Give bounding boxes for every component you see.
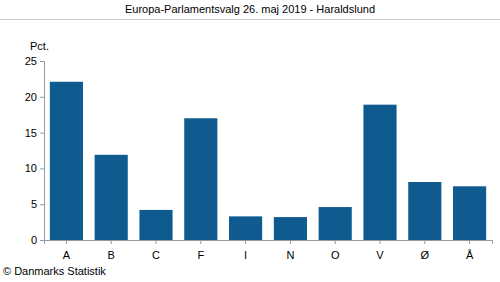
y-tick-mark xyxy=(40,240,44,241)
x-tick: N xyxy=(286,240,294,261)
y-tick: 20 xyxy=(25,91,44,103)
y-tick-label: 20 xyxy=(25,91,37,103)
x-tick-mark xyxy=(424,240,425,244)
y-tick-label: 15 xyxy=(25,127,37,139)
y-tick-mark xyxy=(40,61,44,62)
y-tick: 5 xyxy=(31,198,44,210)
bar xyxy=(319,207,352,240)
x-tick: A xyxy=(63,240,71,261)
x-tick-mark xyxy=(156,240,157,244)
x-tick-mark xyxy=(335,240,336,244)
x-tick: V xyxy=(376,240,384,261)
x-tick-label: V xyxy=(376,249,384,261)
title-rule xyxy=(0,19,500,20)
x-tick: F xyxy=(197,240,204,261)
x-tick-label: A xyxy=(63,249,71,261)
chart: Europa-Parlamentsvalg 26. maj 2019 - Har… xyxy=(0,0,500,282)
y-label: Pct. xyxy=(30,40,49,52)
x-tick-mark xyxy=(66,240,67,244)
x-tick-mark xyxy=(245,240,246,244)
y-tick-mark xyxy=(40,97,44,98)
bar xyxy=(408,182,441,240)
bar xyxy=(184,118,217,240)
x-tick-mark xyxy=(380,240,381,244)
x-tick: C xyxy=(152,240,160,261)
x-tick-label: N xyxy=(286,249,294,261)
y-tick-label: 10 xyxy=(25,162,37,174)
bar xyxy=(50,82,83,240)
x-tick-label: C xyxy=(152,249,160,261)
x-tick-label: B xyxy=(108,249,115,261)
x-axis: ABCFINOVØÅ xyxy=(45,240,493,261)
bar xyxy=(274,217,307,240)
x-tick-label: O xyxy=(331,249,340,261)
x-tick: O xyxy=(331,240,340,261)
bar xyxy=(363,105,396,240)
y-tick-mark xyxy=(40,168,44,169)
x-tick: B xyxy=(108,240,115,261)
x-tick: I xyxy=(244,240,247,261)
x-tick: Å xyxy=(466,240,474,261)
y-tick: 10 xyxy=(25,162,44,174)
x-tick-label: Å xyxy=(466,249,474,261)
x-tick: Ø xyxy=(421,240,430,261)
y-tick-mark xyxy=(40,204,44,205)
x-tick-label: Ø xyxy=(421,249,430,261)
x-tick-label: F xyxy=(197,249,204,261)
y-tick-label: 5 xyxy=(31,198,37,210)
x-tick-mark xyxy=(111,240,112,244)
y-tick: 0 xyxy=(31,234,44,246)
x-tick-label: I xyxy=(244,249,247,261)
bar xyxy=(95,155,128,240)
x-tick-mark xyxy=(290,240,291,244)
y-tick-label: 25 xyxy=(25,55,37,67)
bar xyxy=(229,216,262,240)
y-tick-mark xyxy=(40,133,44,134)
bars xyxy=(50,82,486,240)
y-axis-line xyxy=(40,62,45,241)
y-axis: 0 5 10 15 20 25 xyxy=(25,55,45,246)
x-tick-mark xyxy=(200,240,201,244)
x-axis-line xyxy=(45,241,493,245)
y-tick: 25 xyxy=(25,55,44,67)
x-tick-mark xyxy=(469,240,470,244)
title: Europa-Parlamentsvalg 26. maj 2019 - Har… xyxy=(125,3,375,15)
bar xyxy=(453,186,486,240)
annotation: © Danmarks Statistik xyxy=(3,265,106,277)
y-tick: 15 xyxy=(25,127,44,139)
y-tick-label: 0 xyxy=(31,234,37,246)
bar xyxy=(139,210,172,240)
